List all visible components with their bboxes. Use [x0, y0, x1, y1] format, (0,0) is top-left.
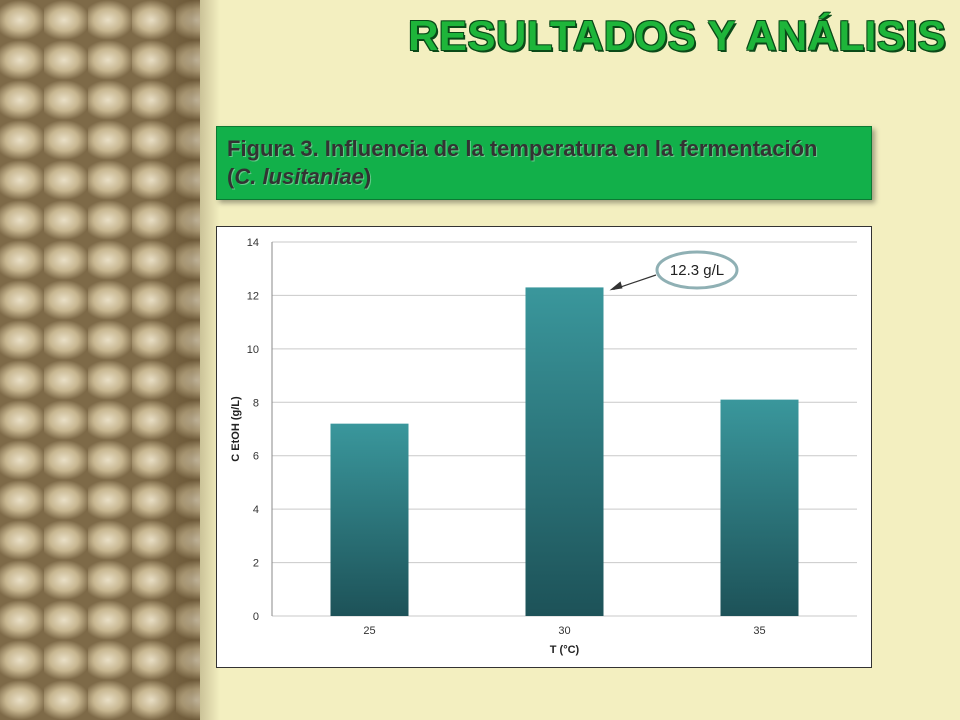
figure-caption-line2: (C. lusitaniae) — [227, 163, 861, 191]
bar-35 — [720, 399, 799, 616]
x-axis-title: T (°C) — [550, 644, 580, 656]
y-tick-label: 6 — [253, 451, 259, 463]
y-tick-label: 0 — [253, 611, 259, 623]
callout-arrowhead — [609, 281, 623, 291]
caption-species: C. lusitaniae — [234, 164, 364, 189]
slide-title: RESULTADOS Y ANÁLISIS — [408, 12, 946, 59]
y-axis-title: C EtOH (g/L) — [230, 396, 242, 462]
y-tick-label: 8 — [253, 397, 259, 409]
stone-texture-panel — [0, 0, 200, 720]
bar-chart: 0 2 4 6 8 10 12 14 25 30 35 T (°C) C EtOH (g/L) 12.3 … — [230, 237, 857, 656]
x-tick-label: 30 — [558, 625, 570, 637]
texture-shadow — [150, 0, 220, 720]
figure-caption-line1: Figura 3. Influencia de la temperatura e… — [227, 136, 818, 161]
chart-container: 0 2 4 6 8 10 12 14 25 30 35 T (°C) C EtOH (g/L) 12.3 … — [216, 226, 872, 668]
caption-open-paren: ( — [227, 164, 235, 189]
bar-25 — [330, 423, 409, 616]
bar-30 — [525, 287, 604, 616]
callout-label: 12.3 g/L — [670, 262, 724, 279]
x-tick-label: 35 — [753, 625, 765, 637]
callout-bubble — [655, 250, 739, 290]
y-tick-label: 14 — [247, 237, 259, 249]
y-tick-label: 2 — [253, 558, 259, 570]
caption-close-paren: ) — [363, 164, 372, 189]
x-tick-label: 25 — [363, 625, 375, 637]
y-tick-label: 10 — [247, 344, 259, 356]
y-tick-label: 4 — [253, 504, 259, 516]
figure-caption-box: Figura 3. Influencia de la temperatura e… — [216, 126, 872, 200]
y-tick-label: 12 — [247, 290, 259, 302]
